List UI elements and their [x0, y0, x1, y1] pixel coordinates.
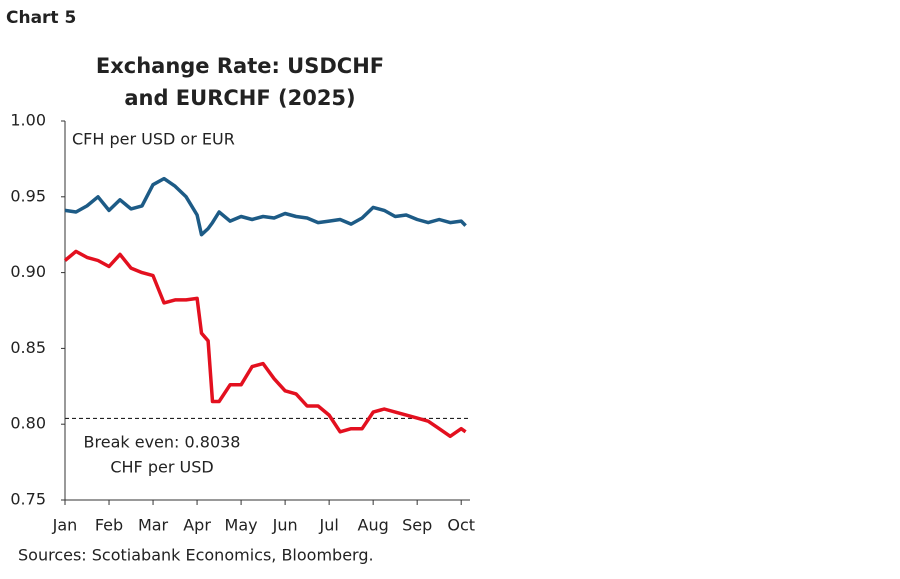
annotation: Break even: 0.8038: [84, 433, 241, 452]
chart-title: and EURCHF (2025): [124, 86, 355, 110]
series-line: [64, 176, 467, 237]
x-tick-label: Jun: [272, 516, 298, 535]
y-tick-label: 0.80: [10, 414, 46, 433]
chart-number: Chart 5: [6, 8, 76, 28]
x-tick-label: Jan: [52, 516, 78, 535]
series-line: [63, 249, 467, 439]
x-tick-label: Oct: [447, 516, 475, 535]
source: Sources: Scotiabank Economics, Bloomberg…: [18, 546, 374, 565]
y-axis-label: CFH per USD or EUR: [72, 130, 235, 149]
x-tick-label: Mar: [138, 516, 169, 535]
x-tick-label: May: [225, 516, 258, 535]
y-tick-label: 0.95: [10, 186, 46, 205]
annotation: CHF per USD: [110, 458, 213, 477]
x-tick-label: Apr: [183, 516, 211, 535]
x-tick-label: Sep: [402, 516, 432, 535]
y-tick-label: 1.00: [10, 111, 46, 130]
y-tick-label: 0.75: [10, 490, 46, 509]
x-tick-label: Aug: [358, 516, 389, 535]
y-tick-label: 0.85: [10, 338, 46, 357]
chart-title: Exchange Rate: USDCHF: [96, 54, 384, 78]
x-tick-label: Feb: [95, 516, 123, 535]
y-tick-label: 0.90: [10, 262, 46, 281]
x-tick-label: Jul: [318, 516, 338, 535]
